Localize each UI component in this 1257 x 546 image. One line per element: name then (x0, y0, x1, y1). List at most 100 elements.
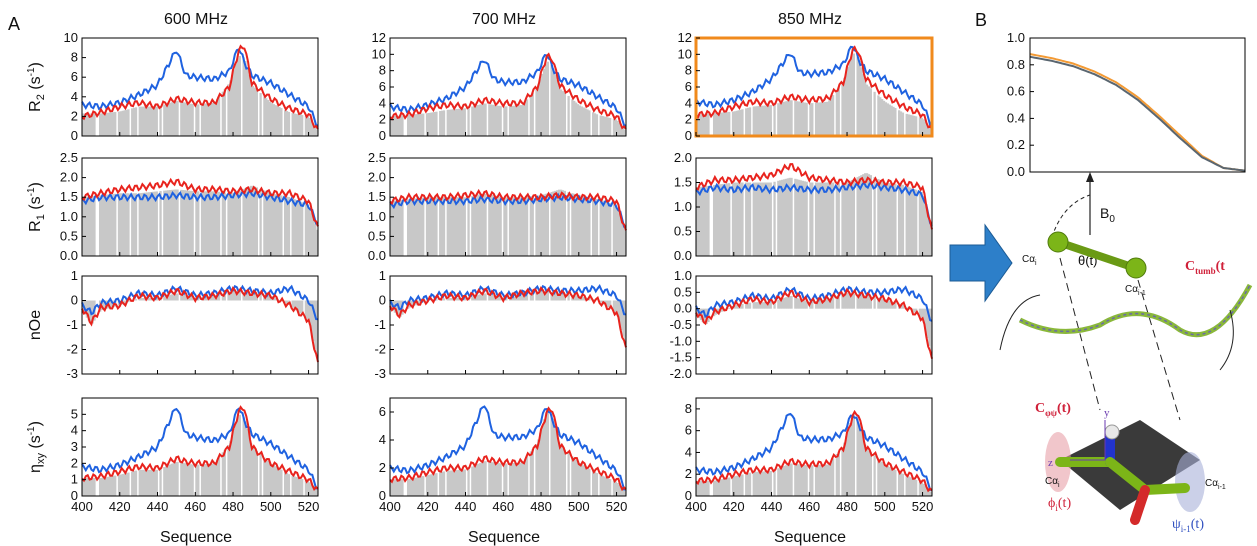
bar-gray (860, 430, 863, 496)
bar-gray (284, 110, 287, 136)
bar-gray (614, 119, 617, 136)
bar-gray (592, 198, 595, 256)
bar-gray (151, 106, 155, 136)
bar-gray (206, 103, 209, 136)
series-line-blue (695, 412, 933, 491)
bar-gray (605, 201, 608, 256)
bar-gray (724, 183, 727, 256)
bar-gray (416, 198, 419, 256)
bar-gray (204, 464, 208, 496)
bar-gray (314, 126, 317, 136)
x-tick-label: 420 (417, 499, 439, 514)
bar-gray (588, 110, 591, 136)
bar-gray (714, 113, 718, 136)
bar-gray (187, 103, 191, 136)
y-tick-label: 8 (71, 50, 78, 65)
bar-gray (737, 182, 740, 256)
bar-gray (860, 294, 863, 309)
series-line-blue (81, 284, 319, 321)
bar-gray (446, 470, 449, 496)
bar-gray (522, 461, 525, 496)
bar-gray (567, 294, 570, 301)
bar-gray (427, 474, 431, 496)
subplot-r0-c0: 0 2 4 6 8 10 (64, 30, 319, 143)
subplot-r1-c1: 0.0 0.5 1.0 1.5 2.0 2.5 (368, 150, 627, 263)
x-tick-label: 440 (761, 499, 783, 514)
bar-gray (537, 291, 540, 301)
bar-gray (867, 450, 871, 496)
bar-gray (131, 193, 134, 256)
bar-gray (312, 300, 315, 341)
bar-gray (930, 308, 933, 354)
bar-gray (456, 197, 459, 256)
bar-gray (212, 191, 215, 256)
bar-gray (308, 117, 311, 136)
y-tick-label: -1.5 (670, 350, 692, 365)
bar-gray (760, 182, 763, 256)
bar-gray (401, 115, 404, 136)
bar-gray (518, 462, 521, 496)
series-line-red (389, 188, 627, 231)
bar-gray (877, 179, 880, 256)
bar-gray (777, 299, 780, 309)
bar-gray (250, 293, 253, 301)
bar-gray (244, 61, 247, 136)
bar-gray (233, 192, 236, 256)
bar-gray (514, 462, 517, 496)
bar-gray (117, 474, 121, 496)
bar-gray (582, 196, 585, 256)
y-tick-label: -1 (66, 317, 78, 332)
bar-gray (180, 462, 183, 496)
bar-gray (779, 467, 782, 496)
bar-gray (867, 86, 871, 136)
bar-gray (561, 448, 565, 496)
bar-gray (119, 474, 123, 496)
bar-gray (845, 72, 848, 136)
bar-gray (529, 293, 532, 301)
y-tick-label: 12 (372, 30, 386, 45)
bar-gray (223, 192, 226, 256)
bar-gray (112, 193, 115, 256)
bar-gray (884, 182, 888, 256)
y-tick-label: 2.5 (368, 150, 386, 165)
bar-gray (852, 53, 855, 137)
bar-gray (155, 469, 158, 496)
y-tick-label: 2.0 (60, 170, 78, 185)
subplot-r2-c0: -3 -2 -1 0 1 (66, 268, 319, 381)
bar-gray (488, 104, 491, 136)
bar-gray (529, 94, 532, 136)
bar-gray (297, 200, 300, 256)
bar-gray (416, 477, 419, 496)
bar-gray (762, 471, 765, 496)
bar-gray (720, 184, 723, 256)
bar-gray (189, 296, 192, 301)
bar-gray (614, 204, 617, 256)
rotation-arrow-left (999, 294, 1041, 351)
bar-gray (550, 64, 553, 136)
bar-gray (731, 476, 735, 496)
bar-gray (227, 291, 230, 301)
bar-gray (601, 115, 604, 136)
bar-gray (208, 463, 211, 496)
bar-gray (114, 475, 117, 496)
bar-gray (310, 300, 313, 333)
bar-gray (928, 489, 931, 496)
bar-gray (705, 186, 708, 256)
bar-gray (299, 300, 302, 314)
bar-gray (828, 100, 831, 136)
bar-gray (461, 469, 465, 496)
bar-gray (814, 300, 818, 309)
bar-gray (153, 469, 157, 496)
y-tick-label: 2 (379, 112, 386, 127)
bar-gray (796, 179, 799, 256)
y-tick-label: 0.0 (674, 248, 692, 263)
bar-gray (163, 296, 166, 301)
bar-gray (397, 200, 400, 256)
bar-gray (301, 115, 304, 136)
bar-gray (575, 295, 578, 301)
bar-gray (612, 480, 616, 496)
bar-gray (497, 105, 500, 136)
bar-gray (737, 475, 740, 496)
bar-gray (149, 106, 153, 136)
x-tick-label: 440 (147, 499, 169, 514)
